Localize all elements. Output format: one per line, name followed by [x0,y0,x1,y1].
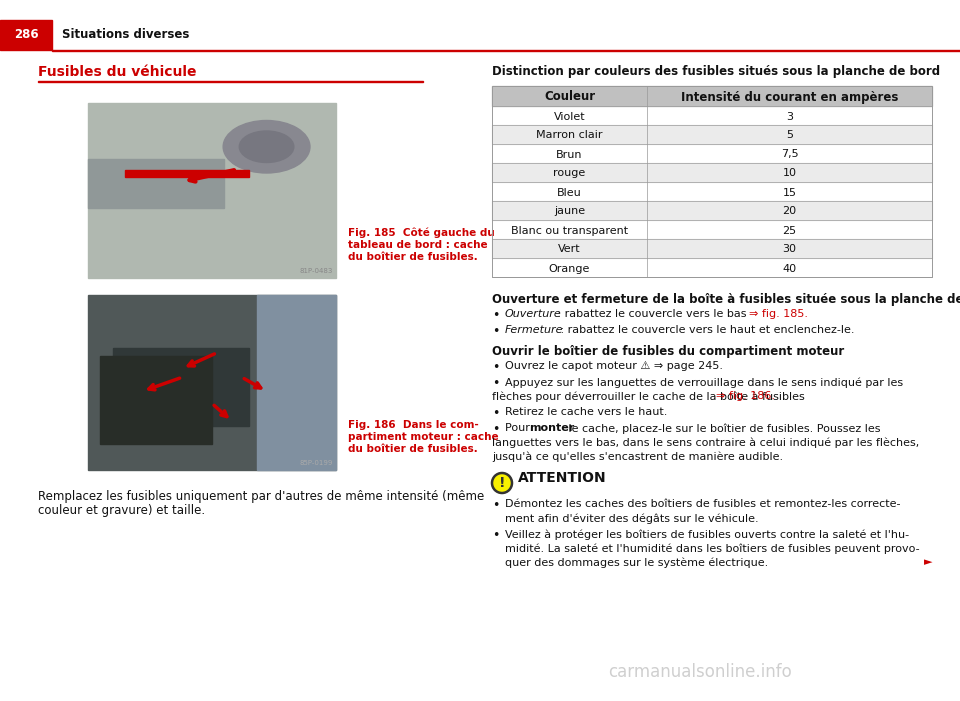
Text: •: • [492,377,500,390]
Bar [0,20,52,50]
Text: Violet: Violet [554,111,586,121]
Text: Fermeture: Fermeture [505,325,564,335]
Text: du boîtier de fusibles.: du boîtier de fusibles. [348,252,478,262]
Text: 286: 286 [13,29,38,41]
Text: •: • [492,309,500,322]
Bar [492,201,932,220]
Text: Blanc ou transparent: Blanc ou transparent [511,226,628,236]
Text: 20: 20 [782,207,797,217]
Bar [52,50,960,51]
Text: tableau de bord : cache: tableau de bord : cache [348,240,488,250]
Text: •: • [492,423,500,436]
Bar [492,86,932,277]
Bar [101,356,212,444]
Text: Distinction par couleurs des fusibles situés sous la planche de bord: Distinction par couleurs des fusibles si… [492,65,940,79]
Text: •: • [492,361,500,374]
Text: jusqu'à ce qu'elles s'encastrent de manière audible.: jusqu'à ce qu'elles s'encastrent de mani… [492,451,783,461]
Text: monter: monter [529,423,574,433]
Text: 85P-0199: 85P-0199 [300,460,333,466]
Bar [38,81,423,82]
Bar [492,125,932,144]
Text: Orange: Orange [549,264,590,273]
Text: 25: 25 [782,226,797,236]
Text: Ouvrir le boîtier de fusibles du compartiment moteur: Ouvrir le boîtier de fusibles du compart… [492,345,844,358]
Bar [88,159,225,208]
Circle shape [492,473,512,493]
Text: carmanualsonline.info: carmanualsonline.info [608,663,792,681]
Text: Couleur: Couleur [544,90,595,104]
Text: Veillez à protéger les boîtiers de fusibles ouverts contre la saleté et l'hu-: Veillez à protéger les boîtiers de fusib… [505,529,909,540]
Text: Remplacez les fusibles uniquement par d'autres de même intensité (même: Remplacez les fusibles uniquement par d'… [38,490,484,503]
Text: •: • [492,325,500,338]
Text: partiment moteur : cache: partiment moteur : cache [348,432,498,442]
Text: Fusibles du véhicule: Fusibles du véhicule [38,65,197,79]
Text: ⇒ fig. 186.: ⇒ fig. 186. [716,391,775,401]
Text: Retirez le cache vers le haut.: Retirez le cache vers le haut. [505,407,667,417]
Text: du boîtier de fusibles.: du boîtier de fusibles. [348,444,478,454]
Bar [88,295,336,470]
Text: Bleu: Bleu [557,187,582,198]
Text: Démontez les caches des boîtiers de fusibles et remontez-les correcte-: Démontez les caches des boîtiers de fusi… [505,499,900,509]
Bar [492,239,932,258]
Ellipse shape [239,131,294,163]
Bar [88,103,336,278]
Text: : rabattez le couvercle vers le haut et enclenchez-le.: : rabattez le couvercle vers le haut et … [557,325,854,335]
Text: Appuyez sur les languettes de verrouillage dans le sens indiqué par les: Appuyez sur les languettes de verrouilla… [505,377,903,388]
Text: le cache, placez-le sur le boîtier de fusibles. Poussez les: le cache, placez-le sur le boîtier de fu… [565,423,880,433]
Bar [492,163,932,182]
Text: 10: 10 [782,168,797,179]
Bar [256,295,336,470]
Ellipse shape [223,121,310,173]
Text: 7,5: 7,5 [780,149,799,160]
Text: couleur et gravure) et taille.: couleur et gravure) et taille. [38,504,205,517]
Text: 30: 30 [782,245,797,254]
Text: 81P-0483: 81P-0483 [300,268,333,274]
Text: 5: 5 [786,130,793,140]
Text: •: • [492,407,500,420]
Text: ⇒ fig. 185.: ⇒ fig. 185. [749,309,808,319]
Text: ATTENTION: ATTENTION [518,471,607,485]
Text: Vert: Vert [558,245,581,254]
Text: 3: 3 [786,111,793,121]
Text: Fig. 186  Dans le com-: Fig. 186 Dans le com- [348,420,479,430]
Text: Brun: Brun [556,149,583,160]
Text: Intensité du courant en ampères: Intensité du courant en ampères [681,90,899,104]
Text: quer des dommages sur le système électrique.: quer des dommages sur le système électri… [505,557,768,568]
Text: •: • [492,499,500,512]
Text: midité. La saleté et l'humidité dans les boîtiers de fusibles peuvent provo-: midité. La saleté et l'humidité dans les… [505,543,920,554]
Text: Marron clair: Marron clair [537,130,603,140]
Text: !: ! [499,476,505,490]
Text: Fig. 185  Côté gauche du: Fig. 185 Côté gauche du [348,228,494,238]
Text: 15: 15 [782,187,797,198]
Text: Ouverture: Ouverture [505,309,562,319]
Bar [125,170,250,177]
Text: ►: ► [924,557,932,567]
Text: Ouvrez le capot moteur ⚠ ⇒ page 245.: Ouvrez le capot moteur ⚠ ⇒ page 245. [505,361,723,371]
Text: Pour: Pour [505,423,534,433]
Text: •: • [492,529,500,542]
Text: : rabattez le couvercle vers le bas: : rabattez le couvercle vers le bas [554,309,750,319]
Text: jaune: jaune [554,207,585,217]
Bar [113,348,250,426]
Text: Ouverture et fermeture de la boîte à fusibles située sous la planche de bord: Ouverture et fermeture de la boîte à fus… [492,293,960,306]
Text: 40: 40 [782,264,797,273]
Text: ment afin d'éviter des dégâts sur le véhicule.: ment afin d'éviter des dégâts sur le véh… [505,513,758,524]
Text: flèches pour déverrouiller le cache de la boîte à fusibles: flèches pour déverrouiller le cache de l… [492,391,808,402]
Text: Situations diverses: Situations diverses [62,29,189,41]
Bar [492,86,932,106]
Text: languettes vers le bas, dans le sens contraire à celui indiqué par les flèches,: languettes vers le bas, dans le sens con… [492,437,920,447]
Text: rouge: rouge [553,168,586,179]
